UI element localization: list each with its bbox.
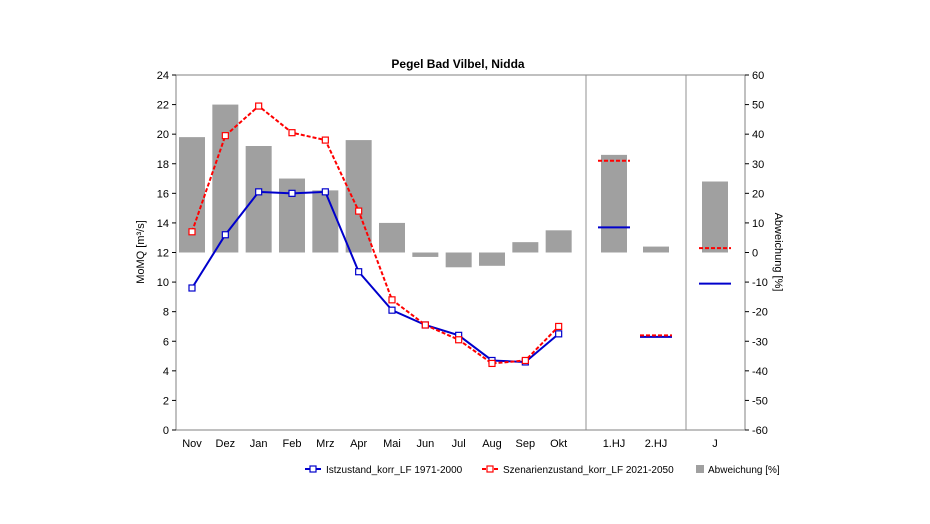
legend-label: Szenarienzustand_korr_LF 2021-2050	[503, 465, 674, 476]
legend-swatch-bar	[696, 465, 704, 473]
scenario-point	[422, 322, 428, 328]
y-tick-label: 24	[157, 70, 169, 82]
x-tick-label: Jun	[416, 438, 434, 450]
x-tick-label: Okt	[550, 438, 567, 450]
deviation-bars	[179, 105, 728, 268]
scenario-point	[522, 357, 528, 363]
x-tick-label: Jul	[452, 438, 466, 450]
y2-tick-label: -60	[752, 425, 768, 437]
current-point	[289, 190, 295, 196]
current-point	[356, 269, 362, 275]
y2-tick-label: 30	[752, 159, 764, 171]
bar-Sep	[512, 242, 538, 252]
y2-tick-label: 60	[752, 70, 764, 82]
current-point	[556, 331, 562, 337]
chart-title: Pegel Bad Vilbel, Nidda	[391, 57, 524, 71]
y2-tick-label: 20	[752, 188, 764, 200]
scenario-point	[389, 297, 395, 303]
current-point	[256, 189, 262, 195]
x-tick-label: Dez	[216, 438, 236, 450]
x-tick-label: Jan	[250, 438, 268, 450]
current-point	[322, 189, 328, 195]
scenario-point	[456, 337, 462, 343]
x-tick-label: Sep	[516, 438, 536, 450]
scenario-point	[322, 137, 328, 143]
y-tick-label: 0	[163, 425, 169, 437]
y2-tick-label: -50	[752, 395, 768, 407]
bar-Jul	[446, 253, 472, 268]
y-tick-label: 18	[157, 159, 169, 171]
legend-label: Istzustand_korr_LF 1971-2000	[326, 465, 463, 476]
current-point	[189, 285, 195, 291]
scenario-point	[489, 360, 495, 366]
y2-tick-label: -10	[752, 277, 768, 289]
scenario-point	[222, 133, 228, 139]
y-tick-label: 20	[157, 129, 169, 141]
legend-swatch-marker	[310, 466, 316, 472]
y-tick-label: 8	[163, 307, 169, 319]
y-tick-label: 22	[157, 100, 169, 112]
x-tick-label: J	[712, 438, 718, 450]
y2-tick-label: -20	[752, 307, 768, 319]
y2-tick-label: 10	[752, 218, 764, 230]
bar-Okt	[546, 230, 572, 252]
x-tick-label: Aug	[482, 438, 502, 450]
y2-tick-label: 0	[752, 248, 758, 260]
current-point	[389, 307, 395, 313]
x-tick-label: Feb	[283, 438, 302, 450]
legend-label: Abweichung [%]	[708, 465, 780, 476]
scenario-point	[189, 229, 195, 235]
bar-J	[702, 182, 728, 253]
current-point	[222, 232, 228, 238]
x-tick-label: 1.HJ	[603, 438, 626, 450]
legend-swatch-marker	[487, 466, 493, 472]
y2-axis-label: Abweichung [%]	[772, 213, 784, 292]
y-tick-label: 14	[157, 218, 169, 230]
bar-Mai	[379, 223, 405, 253]
y-tick-label: 10	[157, 277, 169, 289]
x-tick-label: Mrz	[316, 438, 334, 450]
scenario-point	[256, 103, 262, 109]
x-tick-label: Nov	[182, 438, 202, 450]
y2-tick-label: 50	[752, 100, 764, 112]
bar-2.HJ	[643, 247, 669, 253]
bar-Jan	[246, 146, 272, 253]
y-tick-label: 16	[157, 188, 169, 200]
scenario-point	[289, 130, 295, 136]
y2-tick-label: -30	[752, 336, 768, 348]
x-tick-label: 2.HJ	[645, 438, 668, 450]
scenario-point	[556, 323, 562, 329]
y-tick-label: 6	[163, 336, 169, 348]
y2-tick-label: 40	[752, 129, 764, 141]
bar-Feb	[279, 179, 305, 253]
bar-Mrz	[312, 190, 338, 252]
bar-1.HJ	[601, 155, 627, 253]
x-tick-label: Mai	[383, 438, 401, 450]
bar-Aug	[479, 253, 505, 266]
scenario-point	[356, 208, 362, 214]
legend: Istzustand_korr_LF 1971-2000 Szenarienzus…	[305, 465, 780, 476]
y-tick-label: 2	[163, 395, 169, 407]
y-tick-label: 4	[163, 366, 169, 378]
y-tick-label: 12	[157, 248, 169, 260]
bar-Jun	[412, 253, 438, 257]
y2-tick-label: -40	[752, 366, 768, 378]
x-tick-label: Apr	[350, 438, 367, 450]
y-axis-label: MoMQ [m³/s]	[135, 220, 147, 284]
